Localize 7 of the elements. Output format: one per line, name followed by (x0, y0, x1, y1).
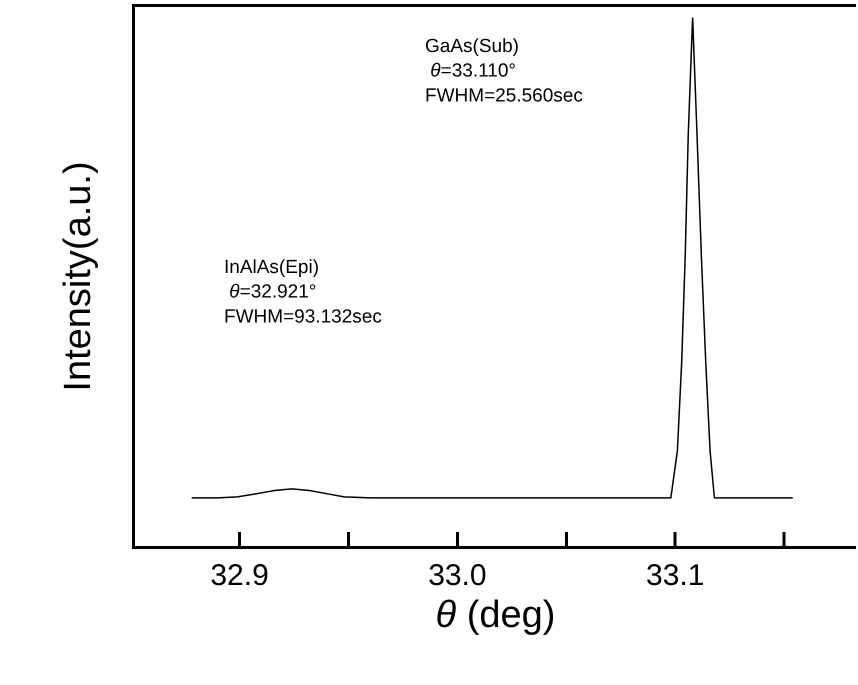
y-axis-title: Intensity(a.u.) (57, 161, 100, 392)
annotation: InAlAs(Epi) θ=32.921° FWHM=93.132sec (224, 257, 382, 328)
x-axis-title: θ (deg) (436, 594, 556, 636)
x-tick-label: 33.1 (646, 559, 704, 592)
text: 33.0 (428, 559, 487, 592)
x-tick-label: 32.9 (210, 559, 269, 592)
annotation: GaAs(Sub) θ=33.110° FWHM=25.560sec (425, 36, 583, 106)
